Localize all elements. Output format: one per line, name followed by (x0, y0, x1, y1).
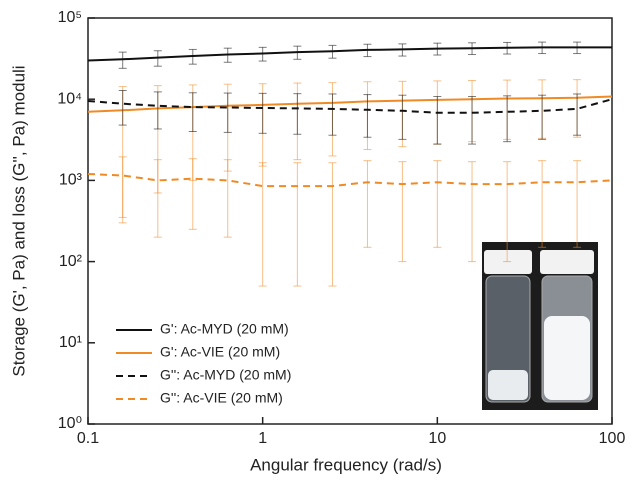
error-bar (293, 162, 302, 287)
error-bar (258, 162, 267, 287)
y-tick-label: 10⁴ (57, 90, 82, 107)
y-axis-label: Storage (G', Pa) and loss (G'', Pa) modu… (9, 65, 28, 376)
x-tick-label: 10 (428, 430, 446, 447)
error-bar (118, 156, 127, 218)
error-bar (538, 160, 547, 248)
inset-photo (482, 242, 598, 410)
error-bar (503, 95, 512, 143)
error-bar (188, 92, 197, 133)
y-tick-label: 10⁰ (58, 415, 82, 432)
error-bar (188, 158, 197, 230)
error-bar (433, 160, 442, 248)
error-bar (503, 161, 512, 263)
error-bar (398, 161, 407, 263)
legend-label: G': Ac-MYD (20 mM) (160, 321, 289, 337)
error-bar (468, 95, 477, 145)
y-tick-label: 10³ (59, 172, 83, 189)
series-line (87, 98, 613, 114)
error-bar (398, 94, 407, 140)
error-bar (328, 162, 337, 287)
error-bar (433, 95, 442, 145)
error-bar (293, 93, 302, 135)
error-bar (468, 161, 477, 263)
error-bar (153, 91, 162, 130)
error-bar (363, 94, 372, 138)
error-bar (153, 159, 162, 238)
series-line (87, 173, 613, 188)
x-tick-label: 100 (599, 430, 626, 447)
series-line (87, 46, 612, 62)
error-bar (258, 92, 267, 134)
y-tick-label: 10⁵ (58, 9, 82, 26)
error-bar (328, 93, 337, 136)
x-axis-label: Angular frequency (rad/s) (250, 455, 442, 474)
error-bar (118, 89, 127, 126)
series-line (87, 95, 613, 113)
error-bar (223, 92, 232, 133)
error-bar (573, 93, 582, 136)
error-bar (363, 160, 372, 248)
plot-frame (87, 17, 613, 425)
y-tick-label: 10¹ (59, 334, 82, 351)
gel (488, 370, 528, 400)
gel (544, 316, 590, 400)
vial-cap (540, 250, 594, 274)
x-tick-label: 1 (258, 430, 267, 447)
error-bar (573, 160, 582, 248)
legend-label: G': Ac-VIE (20 mM) (160, 344, 280, 360)
legend-label: G'': Ac-VIE (20 mM) (160, 390, 283, 406)
legend-label: G'': Ac-MYD (20 mM) (160, 367, 291, 383)
y-tick-label: 10² (59, 253, 83, 270)
error-bar (538, 94, 547, 140)
error-bar (223, 159, 232, 238)
x-tick-label: 0.1 (77, 430, 99, 447)
